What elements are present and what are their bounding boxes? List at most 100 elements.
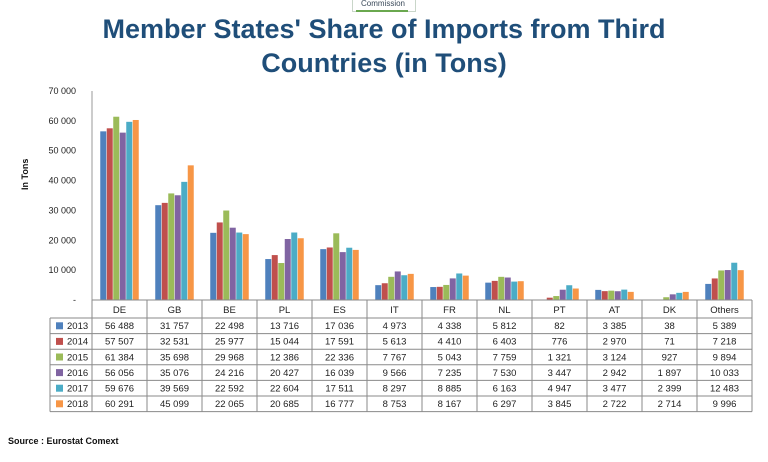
bar-it-2017 (401, 275, 408, 300)
bar-at-2016 (614, 291, 621, 300)
data-label-es-2015: 22 336 (325, 352, 354, 363)
data-label-it-2015: 7 767 (383, 352, 407, 363)
bar-at-2017 (621, 289, 628, 300)
data-label-pt-2013: 82 (554, 321, 565, 332)
data-label-es-2014: 17 591 (325, 337, 354, 348)
legend-label-2013: 2013 (67, 321, 88, 332)
bar-be-2018 (242, 234, 249, 300)
bar-nl-2015 (498, 276, 505, 300)
data-label-pt-2014: 776 (552, 337, 568, 348)
data-label-pl-2016: 20 427 (270, 368, 299, 379)
data-label-de-2013: 56 488 (105, 321, 134, 332)
data-label-dk-2014: 71 (664, 337, 675, 348)
bar-fr-2014 (436, 286, 443, 300)
legend-swatch-2014 (56, 337, 63, 345)
legend-label-2018: 2018 (67, 399, 88, 410)
bar-es-2014 (326, 247, 333, 300)
data-label-it-2016: 9 566 (383, 368, 407, 379)
bar-fr-2016 (449, 278, 456, 300)
y-tick-label: 70 000 (48, 86, 76, 96)
y-tick-label: 60 000 (48, 116, 76, 126)
data-label-nl-2016: 7 530 (493, 368, 517, 379)
data-label-others-2016: 10 033 (710, 368, 739, 379)
bar-nl-2018 (517, 281, 524, 300)
bar-gb-2017 (181, 181, 188, 300)
data-label-es-2018: 16 777 (325, 399, 354, 410)
y-tick-label: 30 000 (48, 205, 76, 215)
x-tick-label: PT (553, 305, 565, 316)
data-label-de-2018: 60 291 (105, 399, 134, 410)
data-label-fr-2015: 5 043 (438, 352, 462, 363)
data-label-be-2018: 22 065 (215, 399, 244, 410)
data-label-nl-2017: 6 163 (493, 384, 517, 395)
data-label-pt-2018: 3 845 (548, 399, 572, 410)
data-label-at-2017: 3 477 (603, 384, 627, 395)
x-tick-label: DK (663, 305, 677, 316)
data-label-pl-2015: 12 386 (270, 352, 299, 363)
data-label-be-2015: 29 968 (215, 352, 244, 363)
bar-pl-2013 (265, 259, 272, 300)
bar-pt-2015 (553, 296, 560, 300)
data-label-pt-2017: 4 947 (548, 384, 572, 395)
bar-it-2018 (407, 273, 414, 300)
bar-others-2018 (737, 270, 744, 300)
bar-dk-2016 (669, 294, 676, 300)
legend-swatch-2015 (56, 353, 63, 361)
bar-gb-2016 (174, 195, 181, 300)
data-label-pl-2018: 20 685 (270, 399, 299, 410)
x-tick-label: FR (443, 305, 456, 316)
data-label-it-2014: 5 613 (383, 337, 407, 348)
data-label-dk-2016: 1 897 (658, 368, 682, 379)
bar-dk-2015 (663, 297, 670, 300)
data-label-fr-2014: 4 410 (438, 337, 462, 348)
bar-pl-2017 (291, 232, 298, 300)
data-label-fr-2017: 8 885 (438, 384, 462, 395)
data-label-gb-2014: 32 531 (160, 337, 189, 348)
bar-be-2013 (210, 232, 217, 300)
bar-pl-2018 (297, 238, 304, 300)
bar-be-2016 (229, 227, 236, 300)
data-label-dk-2018: 2 714 (658, 399, 682, 410)
data-label-others-2013: 5 389 (713, 321, 737, 332)
y-tick-label: - (73, 295, 76, 305)
legend-swatch-2017 (56, 384, 63, 392)
x-tick-label: IT (390, 305, 399, 316)
data-label-others-2015: 9 894 (713, 352, 737, 363)
bar-pl-2015 (278, 263, 285, 300)
data-label-it-2018: 8 753 (383, 399, 407, 410)
data-label-pt-2015: 1 321 (548, 352, 572, 363)
bar-de-2017 (126, 121, 133, 300)
data-label-gb-2015: 35 698 (160, 352, 189, 363)
data-label-dk-2017: 2 399 (658, 384, 682, 395)
bar-at-2015 (608, 290, 615, 300)
bar-others-2015 (718, 270, 725, 300)
data-label-at-2016: 2 942 (603, 368, 627, 379)
bar-fr-2013 (430, 287, 437, 300)
bar-de-2016 (119, 132, 126, 300)
data-label-es-2016: 16 039 (325, 368, 354, 379)
commission-label: Commission (360, 0, 405, 8)
y-tick-label: 50 000 (48, 146, 76, 156)
bar-es-2016 (339, 252, 346, 300)
data-label-nl-2015: 7 759 (493, 352, 517, 363)
legend-label-2017: 2017 (67, 384, 88, 395)
data-label-gb-2017: 39 569 (160, 384, 189, 395)
chart-title-line-2: Countries (in Tons) (261, 48, 507, 78)
bar-de-2014 (106, 128, 113, 300)
data-label-be-2016: 24 216 (215, 368, 244, 379)
data-label-be-2017: 22 592 (215, 384, 244, 395)
bar-nl-2017 (511, 281, 518, 300)
x-tick-label: NL (498, 305, 510, 316)
bar-es-2017 (346, 247, 353, 300)
data-label-pl-2013: 13 716 (270, 321, 299, 332)
bar-pt-2017 (566, 285, 573, 300)
x-tick-label: BE (223, 305, 236, 316)
chart-title-line-1: Member States' Share of Imports from Thi… (102, 14, 666, 44)
bar-es-2018 (352, 249, 359, 300)
data-label-gb-2018: 45 099 (160, 399, 189, 410)
bar-pt-2014 (546, 297, 553, 300)
legend-label-2016: 2016 (67, 368, 88, 379)
bar-dk-2017 (676, 292, 683, 300)
bar-gb-2015 (168, 193, 175, 300)
